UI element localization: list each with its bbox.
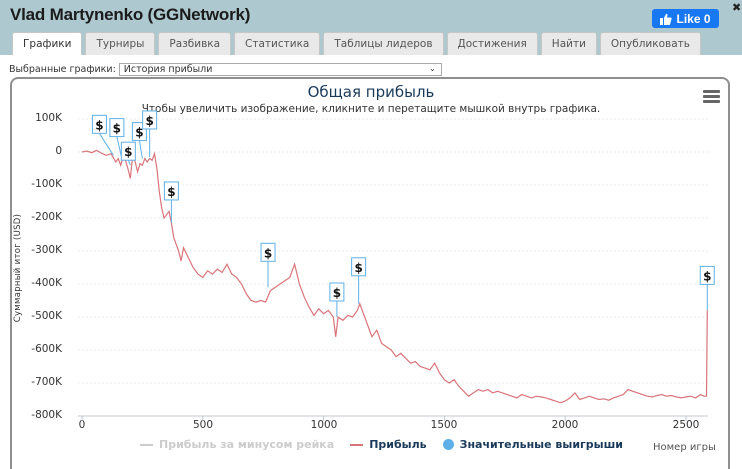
big-win-flag[interactable]: $ — [699, 265, 715, 311]
close-icon[interactable]: ✖ — [732, 1, 742, 14]
legend-item-big-wins[interactable]: Значительные выигрыши — [442, 438, 623, 451]
legend-item-profit[interactable]: Прибыль — [350, 438, 427, 451]
window-header: Vlad Martynenko (GGNetwork) Like 0 ✖ Гра… — [0, 0, 742, 55]
window-title: Vlad Martynenko (GGNetwork) — [10, 5, 251, 24]
big-win-flag[interactable]: $ — [142, 110, 158, 157]
tab-breakdown[interactable]: Разбивка — [158, 32, 232, 55]
big-win-flag[interactable]: $ — [163, 181, 179, 223]
svg-text:$: $ — [135, 126, 143, 140]
y-tick-label: -200K — [31, 211, 62, 223]
y-tick-label: -400K — [31, 277, 62, 289]
big-win-flag[interactable]: $ — [329, 282, 345, 317]
legend-line-icon — [140, 443, 153, 446]
x-tick-label: 2000 — [551, 419, 579, 431]
big-win-flag[interactable]: $ — [91, 114, 114, 156]
svg-text:$: $ — [354, 261, 362, 275]
graph-selector-row: Выбранные графики: История прибыли ⌄ — [9, 63, 442, 76]
big-win-flag[interactable]: $ — [260, 242, 276, 288]
graph-selector-dropdown[interactable]: История прибыли ⌄ — [118, 63, 442, 76]
svg-text:$: $ — [113, 122, 121, 136]
big-win-flag[interactable]: $ — [351, 257, 367, 304]
x-axis-title: Номер игры — [653, 442, 716, 453]
svg-text:$: $ — [145, 114, 153, 128]
tab-leaderboards[interactable]: Таблицы лидеров — [323, 32, 444, 55]
chart-subtitle: Чтобы увеличить изображение, кликните и … — [141, 103, 601, 115]
big-win-flag[interactable]: $ — [109, 118, 125, 159]
x-tick-label: 1500 — [430, 419, 458, 431]
like-label: Like 0 — [676, 11, 711, 26]
legend-label: Прибыль — [369, 438, 427, 451]
x-tick-label: 500 — [192, 419, 214, 431]
chart-menu-icon[interactable] — [703, 90, 720, 104]
tab-graphs[interactable]: Графики — [12, 32, 83, 55]
profit-line — [81, 149, 708, 404]
y-tick-label: -100K — [31, 178, 62, 190]
x-tick-label: 2500 — [672, 419, 700, 431]
svg-text:$: $ — [333, 286, 341, 300]
y-tick-label: -800K — [31, 409, 62, 421]
svg-text:$: $ — [167, 185, 175, 199]
svg-text:$: $ — [264, 246, 272, 260]
x-tick-label: 0 — [78, 419, 86, 431]
big-win-flag[interactable]: $ — [120, 141, 136, 166]
chevron-down-icon: ⌄ — [429, 64, 436, 73]
y-tick-label: 100K — [35, 112, 62, 124]
thumbs-up-icon — [660, 13, 673, 25]
svg-text:$: $ — [703, 269, 711, 283]
legend-line-icon — [350, 443, 364, 446]
y-tick-label: 0 — [55, 145, 62, 157]
tab-publish[interactable]: Опубликовать — [599, 32, 701, 55]
x-tick-label: 1000 — [310, 419, 338, 431]
facebook-like-button[interactable]: Like 0 — [652, 9, 719, 28]
legend-label: Прибыль за минусом рейка — [159, 438, 335, 451]
y-tick-label: -300K — [31, 244, 62, 256]
tab-statistics[interactable]: Статистика — [234, 32, 321, 55]
y-tick-label: -700K — [31, 376, 62, 388]
tab-tournaments[interactable]: Турниры — [85, 32, 156, 55]
tab-achievements[interactable]: Достижения — [446, 32, 538, 55]
svg-text:$: $ — [124, 145, 132, 159]
legend-dot-icon — [442, 439, 454, 450]
tab-search[interactable]: Найти — [540, 32, 597, 55]
graph-selector-value: История прибыли — [123, 64, 213, 75]
y-tick-label: -600K — [31, 343, 62, 355]
chart-legend: Прибыль за минусом рейка Прибыль Значите… — [140, 438, 639, 451]
y-tick-label: -500K — [31, 310, 62, 322]
graph-selector-label: Выбранные графики: — [9, 64, 116, 75]
chart-title: Общая прибыль — [307, 83, 435, 101]
tab-bar: Графики Турниры Разбивка Статистика Табл… — [12, 32, 701, 55]
svg-text:$: $ — [95, 118, 103, 132]
legend-label: Значительные выигрыши — [459, 438, 623, 451]
legend-item-net-profit[interactable]: Прибыль за минусом рейка — [140, 438, 334, 451]
